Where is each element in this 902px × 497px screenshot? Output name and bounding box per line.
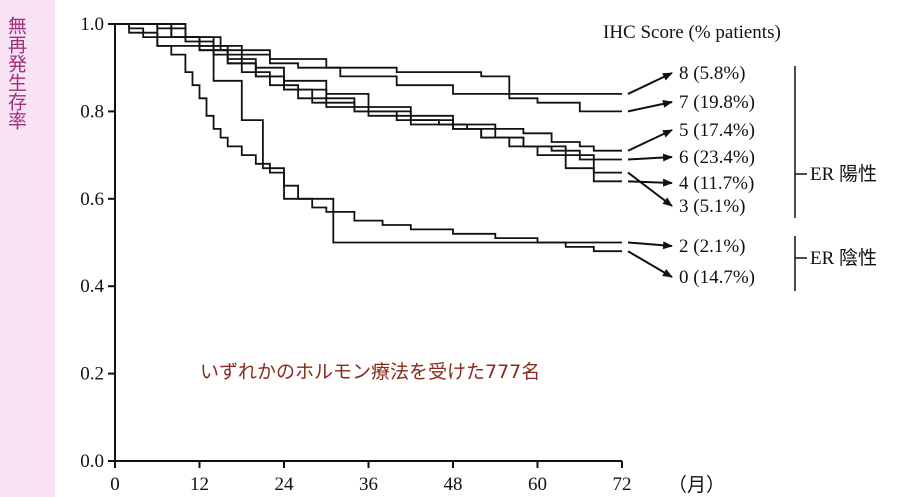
legend-entry-3: 5 (17.4%) xyxy=(679,120,755,141)
legend-arrow-7 xyxy=(627,241,673,250)
x-tick-label: 0 xyxy=(110,474,120,495)
legend-arrow-8 xyxy=(627,250,673,278)
x-tick-label: 72 xyxy=(613,474,632,495)
legend-entry-2: 7 (19.8%) xyxy=(679,92,755,113)
x-tick-label: 48 xyxy=(444,474,463,495)
legend-entry-8: 0 (14.7%) xyxy=(679,267,755,288)
legend-arrow-2 xyxy=(627,99,673,113)
legend-arrow-6 xyxy=(627,171,673,207)
y-tick-label: 0.0 xyxy=(80,451,104,472)
survival-curve-3 xyxy=(115,23,622,152)
legend-entry-5: 4 (11.7%) xyxy=(679,173,754,194)
legend-title: IHC Score (% patients) xyxy=(603,22,781,43)
y-tick-label: 0.6 xyxy=(80,189,104,210)
er-positive-label: ER 陽性 xyxy=(810,163,877,185)
survival-curve-1 xyxy=(115,23,622,95)
legend-entry-7: 2 (2.1%) xyxy=(679,236,745,257)
x-tick-label: 12 xyxy=(190,474,209,495)
er-negative-label: ER 陰性 xyxy=(810,247,877,269)
legend-entry-4: 6 (23.4%) xyxy=(679,147,755,168)
chart-annotation: いずれかのホルモン療法を受けた777名 xyxy=(200,361,540,383)
y-tick-label: 0.4 xyxy=(80,276,104,297)
x-tick-label: 24 xyxy=(275,474,295,495)
legend-arrow-5 xyxy=(627,178,673,187)
legend-arrow-4 xyxy=(627,153,673,162)
legend-entry-6: 3 (5.1%) xyxy=(679,196,745,217)
survival-curve-8 xyxy=(115,23,622,253)
y-axis-label-strip: 無再発生存率 xyxy=(0,0,55,497)
survival-curve-6 xyxy=(115,23,622,174)
legend-entry-1: 8 (5.8%) xyxy=(679,63,745,84)
survival-curve-4 xyxy=(115,23,622,161)
axes: 0 12 24 36 48 60 72 0.0 0.2 0.4 0.6 0.8 1.0 xyxy=(80,14,631,495)
y-axis-label: 無再発生存率 xyxy=(5,16,26,130)
y-tick-label: 0.2 xyxy=(80,364,104,385)
x-tick-label: 36 xyxy=(359,474,378,495)
legend: 8 (5.8%) 7 (19.8%) 5 (17.4%) 6 (23.4%) 4 (11… xyxy=(627,63,807,291)
legend-arrow-3 xyxy=(627,129,673,152)
x-axis-unit-label: （月） xyxy=(668,474,725,496)
y-tick-label: 0.8 xyxy=(80,101,104,122)
x-tick-label: 60 xyxy=(528,474,547,495)
survival-curve-5 xyxy=(115,23,622,183)
legend-arrow-1 xyxy=(627,72,673,95)
survival-curves xyxy=(115,23,622,253)
y-tick-label: 1.0 xyxy=(80,14,104,35)
